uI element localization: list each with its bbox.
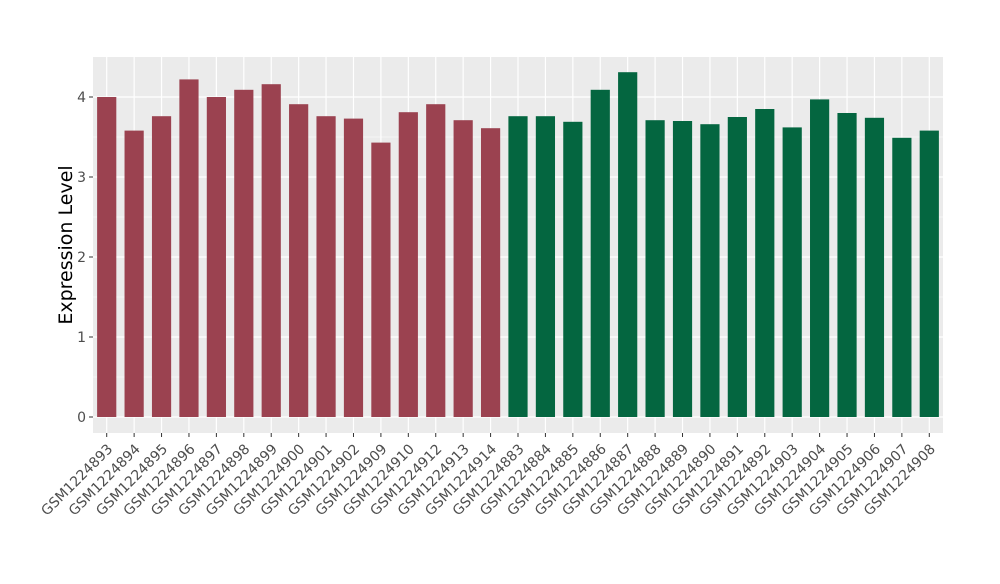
bar-GSM1224896 — [179, 79, 199, 418]
bar-GSM1224913 — [453, 120, 473, 417]
bar-GSM1224909 — [371, 142, 391, 417]
y-tick-label: 1 — [77, 330, 86, 346]
y-tick-label: 2 — [77, 250, 86, 266]
bar-GSM1224905 — [837, 113, 857, 417]
bar-GSM1224900 — [289, 104, 309, 417]
bar-GSM1224914 — [480, 128, 501, 417]
bars-group — [97, 72, 939, 418]
bar-GSM1224897 — [206, 97, 226, 417]
bar-GSM1224893 — [97, 97, 117, 417]
bar-GSM1224885 — [563, 121, 583, 418]
y-tick-label: 3 — [77, 170, 86, 186]
bar-GSM1224906 — [864, 117, 885, 418]
bar-GSM1224887 — [618, 72, 638, 417]
bar-GSM1224910 — [398, 112, 418, 417]
bar-GSM1224898 — [234, 89, 254, 418]
y-axis-label: Expression Level — [55, 165, 77, 324]
bar-GSM1224902 — [343, 118, 364, 417]
bar-GSM1224889 — [672, 121, 693, 417]
bar-GSM1224888 — [645, 120, 665, 417]
bar-GSM1224890 — [700, 124, 720, 417]
bar-GSM1224903 — [782, 127, 802, 418]
x-axis: GSM1224893GSM1224894GSM1224895GSM1224896… — [38, 433, 939, 519]
y-tick-label: 4 — [77, 90, 86, 106]
bar-GSM1224886 — [590, 89, 610, 418]
bar-GSM1224907 — [892, 137, 912, 418]
bar-GSM1224899 — [261, 84, 281, 417]
bar-GSM1224901 — [316, 116, 336, 417]
y-tick-label: 0 — [77, 410, 86, 426]
bar-GSM1224895 — [151, 116, 172, 417]
bar-GSM1224883 — [508, 116, 528, 417]
bar-GSM1224884 — [535, 116, 556, 417]
bar-GSM1224912 — [426, 104, 446, 417]
bar-GSM1224908 — [919, 130, 939, 417]
bar-GSM1224891 — [727, 117, 747, 417]
bar-GSM1224892 — [755, 109, 775, 417]
bar-GSM1224904 — [810, 99, 830, 418]
y-axis: 0 1 2 3 4 — [77, 90, 93, 426]
bar-GSM1224894 — [124, 130, 144, 417]
